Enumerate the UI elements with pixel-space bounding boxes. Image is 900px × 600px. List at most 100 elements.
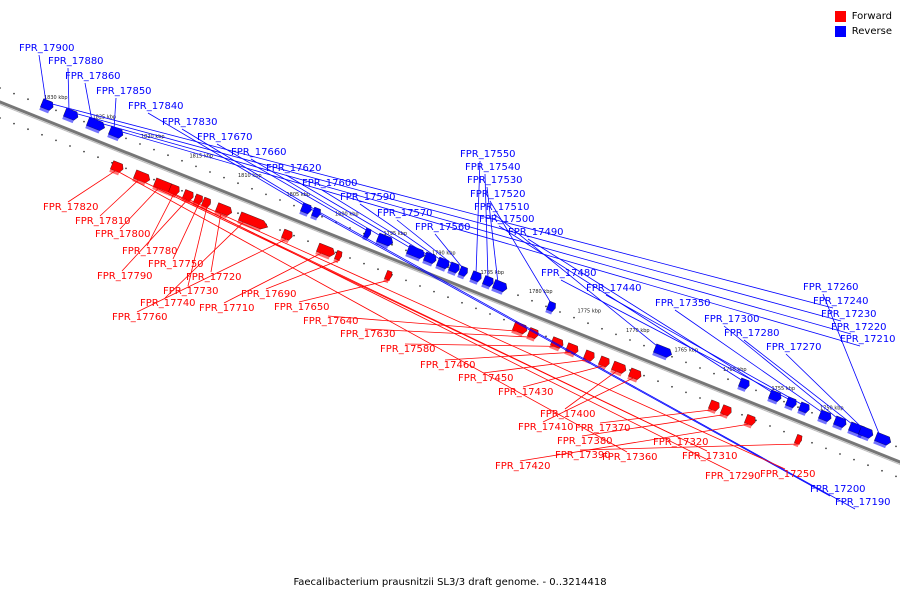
gene-label-reverse[interactable]: FPR_17500 bbox=[479, 214, 535, 225]
gene-label-forward[interactable]: FPR_17250 bbox=[760, 469, 816, 480]
gene-label-forward[interactable]: FPR_17820 bbox=[43, 202, 99, 213]
gene-label-reverse[interactable]: FPR_17860 bbox=[65, 71, 121, 82]
gene-label-reverse[interactable]: FPR_17530 bbox=[467, 175, 523, 186]
reverse-gene[interactable] bbox=[457, 265, 469, 280]
gene-label-forward[interactable]: FPR_17310 bbox=[682, 451, 738, 462]
gene-label-reverse[interactable]: FPR_17220 bbox=[831, 322, 887, 333]
reverse-gene[interactable] bbox=[832, 415, 848, 432]
reverse-gene[interactable] bbox=[857, 425, 874, 442]
reverse-gene[interactable] bbox=[784, 396, 798, 412]
gene-label-reverse[interactable]: FPR_17260 bbox=[803, 282, 859, 293]
forward-gene[interactable] bbox=[627, 367, 643, 384]
forward-gene[interactable] bbox=[549, 336, 565, 353]
gene-label-reverse[interactable]: FPR_17230 bbox=[821, 309, 877, 320]
reverse-gene[interactable] bbox=[797, 401, 811, 417]
gene-label-forward[interactable]: FPR_17420 bbox=[495, 461, 551, 472]
forward-gene[interactable] bbox=[181, 189, 195, 204]
reverse-gene[interactable] bbox=[85, 116, 106, 135]
gene-label-reverse[interactable]: FPR_17350 bbox=[655, 298, 711, 309]
gene-label-forward[interactable]: FPR_17580 bbox=[380, 344, 436, 355]
reverse-gene[interactable] bbox=[767, 389, 783, 406]
gene-label-forward[interactable]: FPR_17640 bbox=[303, 316, 359, 327]
gene-label-forward[interactable]: FPR_17320 bbox=[653, 437, 709, 448]
reverse-gene[interactable] bbox=[652, 343, 673, 362]
gene-label-forward[interactable]: FPR_17460 bbox=[420, 360, 476, 371]
forward-gene[interactable] bbox=[315, 242, 336, 261]
gene-label-forward[interactable]: FPR_17290 bbox=[705, 471, 761, 482]
forward-gene[interactable] bbox=[333, 250, 343, 264]
reverse-gene[interactable] bbox=[545, 300, 557, 315]
reverse-gene[interactable] bbox=[39, 98, 55, 115]
gene-label-reverse[interactable]: FPR_17570 bbox=[377, 208, 433, 219]
gene-label-reverse[interactable]: FPR_17540 bbox=[465, 162, 521, 173]
forward-gene[interactable] bbox=[511, 321, 528, 337]
gene-label-reverse[interactable]: FPR_17270 bbox=[766, 342, 822, 353]
reverse-gene[interactable] bbox=[873, 432, 892, 449]
gene-label-forward[interactable]: FPR_17780 bbox=[122, 246, 178, 257]
gene-label-reverse[interactable]: FPR_17550 bbox=[460, 149, 516, 160]
gene-label-reverse[interactable]: FPR_17280 bbox=[724, 328, 780, 339]
gene-label-reverse[interactable]: FPR_17840 bbox=[128, 101, 184, 112]
gene-label-forward[interactable]: FPR_17740 bbox=[140, 298, 196, 309]
gene-label-forward[interactable]: FPR_17380 bbox=[557, 436, 613, 447]
gene-label-reverse[interactable]: FPR_17300 bbox=[704, 314, 760, 325]
gene-label-forward[interactable]: FPR_17370 bbox=[575, 423, 631, 434]
gene-label-forward[interactable]: FPR_17710 bbox=[199, 303, 255, 314]
reverse-gene[interactable] bbox=[469, 270, 483, 286]
gene-label-forward[interactable]: FPR_17390 bbox=[555, 450, 611, 461]
gene-label-reverse[interactable]: FPR_17200 bbox=[810, 484, 866, 495]
gene-label-forward[interactable]: FPR_17650 bbox=[274, 302, 330, 313]
gene-label-reverse[interactable]: FPR_17490 bbox=[508, 227, 564, 238]
reverse-gene[interactable] bbox=[737, 377, 751, 393]
gene-label-forward[interactable]: FPR_17360 bbox=[602, 452, 658, 463]
gene-label-forward[interactable]: FPR_17430 bbox=[498, 387, 554, 398]
reverse-gene[interactable] bbox=[447, 261, 461, 277]
gene-label-reverse[interactable]: FPR_17900 bbox=[19, 43, 75, 54]
forward-gene[interactable] bbox=[132, 169, 151, 187]
reverse-gene[interactable] bbox=[481, 275, 495, 290]
gene-label-reverse[interactable]: FPR_17240 bbox=[813, 296, 869, 307]
forward-gene[interactable] bbox=[109, 160, 125, 177]
reverse-gene[interactable] bbox=[107, 125, 124, 142]
gene-label-reverse[interactable]: FPR_17480 bbox=[541, 268, 597, 279]
gene-label-reverse[interactable]: FPR_17600 bbox=[302, 178, 358, 189]
reverse-gene[interactable] bbox=[491, 279, 508, 295]
gene-label-reverse[interactable]: FPR_17560 bbox=[415, 222, 471, 233]
gene-label-reverse[interactable]: FPR_17520 bbox=[470, 189, 526, 200]
scale-label: 1760 kbp bbox=[723, 367, 747, 373]
gene-label-forward[interactable]: FPR_17400 bbox=[540, 409, 596, 420]
gene-label-forward[interactable]: FPR_17690 bbox=[241, 289, 297, 300]
gene-label-reverse[interactable]: FPR_17440 bbox=[586, 283, 642, 294]
forward-gene[interactable] bbox=[597, 355, 611, 371]
reverse-gene[interactable] bbox=[299, 202, 313, 218]
gene-label-reverse[interactable]: FPR_17590 bbox=[340, 192, 396, 203]
forward-gene[interactable] bbox=[719, 404, 733, 420]
gene-label-forward[interactable]: FPR_17630 bbox=[340, 329, 396, 340]
gene-label-reverse[interactable]: FPR_17830 bbox=[162, 117, 218, 128]
gene-label-forward[interactable]: FPR_17720 bbox=[186, 272, 242, 283]
gene-label-reverse[interactable]: FPR_17620 bbox=[266, 163, 322, 174]
gene-label-reverse[interactable]: FPR_17850 bbox=[96, 86, 152, 97]
gene-label-forward[interactable]: FPR_17810 bbox=[75, 216, 131, 227]
gene-label-forward[interactable]: FPR_17410 bbox=[518, 422, 574, 433]
reverse-gene[interactable] bbox=[62, 107, 79, 124]
gene-label-reverse[interactable]: FPR_17210 bbox=[840, 334, 896, 345]
gene-label-reverse[interactable]: FPR_17880 bbox=[48, 56, 104, 67]
gene-label-forward[interactable]: FPR_17800 bbox=[95, 229, 151, 240]
forward-gene[interactable] bbox=[610, 360, 627, 377]
gene-label-forward[interactable]: FPR_17750 bbox=[148, 259, 204, 270]
gene-label-forward[interactable]: FPR_17730 bbox=[163, 286, 219, 297]
reverse-gene[interactable] bbox=[817, 409, 833, 426]
gene-label-forward[interactable]: FPR_17760 bbox=[112, 312, 168, 323]
forward-gene[interactable] bbox=[743, 414, 757, 429]
forward-gene[interactable] bbox=[793, 434, 803, 448]
reverse-gene[interactable] bbox=[310, 206, 322, 221]
gene-label-forward[interactable]: FPR_17450 bbox=[458, 373, 514, 384]
forward-gene[interactable] bbox=[280, 228, 294, 244]
gene-label-forward[interactable]: FPR_17790 bbox=[97, 271, 153, 282]
forward-gene[interactable] bbox=[707, 399, 721, 415]
gene-label-reverse[interactable]: FPR_17190 bbox=[835, 497, 891, 508]
gene-label-reverse[interactable]: FPR_17660 bbox=[231, 147, 287, 158]
gene-label-reverse[interactable]: FPR_17510 bbox=[474, 202, 530, 213]
gene-label-reverse[interactable]: FPR_17670 bbox=[197, 132, 253, 143]
